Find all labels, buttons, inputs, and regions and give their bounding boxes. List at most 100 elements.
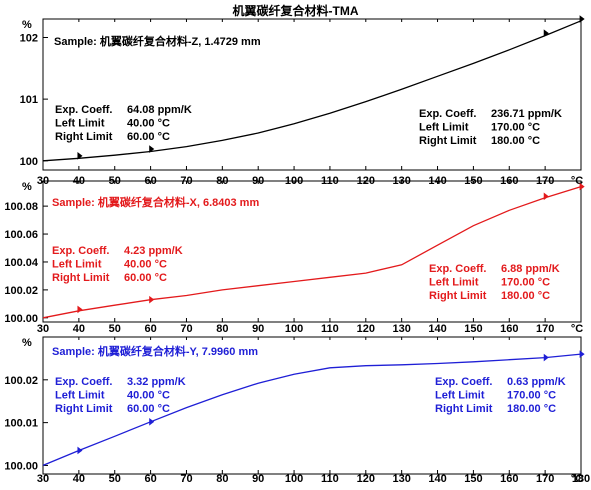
y-tick-label: 101: [20, 94, 38, 106]
annotation-block: Exp. Coeff. 4.23 ppm/K Left Limit 40.00 °C R…: [52, 245, 183, 284]
annotation-key: Left Limit: [55, 118, 105, 130]
annotation-value: 180.00 °C: [501, 290, 550, 302]
annotation-value: 236.71 ppm/K: [491, 108, 562, 120]
x-tick-label: 150: [464, 323, 482, 335]
annotation-key: Right Limit: [55, 131, 113, 143]
limit-marker: [149, 417, 155, 426]
data-line: [42, 20, 582, 162]
annotation-key: Left Limit: [435, 390, 485, 402]
x-tick-label: 170: [536, 473, 554, 485]
x-tick-label: 40: [73, 473, 85, 485]
x-tick-label: 60: [144, 323, 156, 335]
annotation-key: Right Limit: [435, 403, 493, 415]
plot-frame: [42, 18, 582, 171]
annotation-key: Left Limit: [429, 277, 479, 289]
limit-marker: [77, 152, 83, 160]
annotation-value: 170.00 °C: [501, 277, 550, 289]
annotation-value: 170.00 °C: [507, 390, 556, 402]
annotation-key: Left Limit: [52, 259, 102, 271]
y-tick-label: 102: [20, 32, 38, 44]
x-tick-label: 110: [321, 323, 339, 335]
sample-label: Sample: 机翼碳纤复合材料-Y, 7.9960 mm: [52, 344, 258, 358]
annotation-value: 3.32 ppm/K: [127, 376, 186, 388]
data-line: [42, 185, 582, 319]
x-tick-label: °C: [571, 473, 583, 485]
x-tick-label: 100: [285, 323, 303, 335]
annotation-value: 60.00 °C: [127, 131, 170, 143]
y-tick-label: 100.02: [4, 375, 38, 387]
annotation-value: 40.00 °C: [127, 390, 170, 402]
limit-marker: [77, 305, 83, 314]
annotation-value: 180.00 °C: [491, 135, 540, 147]
x-tick-label: 40: [73, 323, 85, 335]
x-tick-label: 90: [252, 323, 264, 335]
y-tick-label: 100.04: [4, 257, 39, 269]
annotation-block: Exp. Coeff. 64.08 ppm/K Left Limit 40.00 °C…: [55, 104, 192, 143]
x-tick-label: 160: [500, 323, 518, 335]
y-tick-label: 100.00: [4, 313, 38, 325]
x-tick-label: 130: [392, 473, 410, 485]
annotation-value: 170.00 °C: [491, 122, 540, 134]
annotation-block: Exp. Coeff. 6.88 ppm/K Left Limit 170.00 °C…: [429, 263, 560, 302]
x-tick-label: 50: [109, 473, 121, 485]
x-tick-label: 130: [392, 323, 410, 335]
annotation-key: Right Limit: [429, 290, 487, 302]
y-tick-label: 100.00: [4, 460, 38, 472]
y-axis-unit: %: [22, 337, 32, 349]
x-tick-label: 50: [109, 323, 121, 335]
annotation-value: 60.00 °C: [124, 272, 167, 284]
limit-marker: [543, 192, 549, 201]
x-tick-label: 80: [216, 473, 228, 485]
y-axis-unit: %: [22, 181, 32, 193]
annotation-block: Exp. Coeff. 236.71 ppm/K Left Limit 170.00 …: [419, 108, 562, 147]
x-tick-label: 120: [357, 323, 375, 335]
limit-marker: [579, 350, 585, 358]
chart-panel-3: % 100.00 100.01 100.02 30 40 50 60 70 80 90 100 110 1…: [4, 336, 590, 485]
annotation-key: Right Limit: [52, 272, 110, 284]
x-tick-label: 150: [464, 473, 482, 485]
plot-frame: [42, 336, 582, 475]
annotation-value: 60.00 °C: [127, 403, 170, 415]
x-tick-label: 160: [500, 473, 518, 485]
x-tick-label: 30: [37, 323, 49, 335]
annotation-key: Exp. Coeff.: [55, 376, 112, 388]
annotation-key: Exp. Coeff.: [52, 245, 109, 257]
annotation-block: Exp. Coeff. 3.32 ppm/K Left Limit 40.00 °C R…: [55, 376, 186, 415]
annotation-key: Right Limit: [419, 135, 477, 147]
sample-label: Sample: 机翼碳纤复合材料-X, 6.8403 mm: [52, 195, 259, 209]
x-tick-label: 110: [321, 473, 339, 485]
limit-marker: [149, 145, 155, 153]
limit-marker: [77, 446, 83, 455]
annotation-value: 40.00 °C: [124, 259, 167, 271]
chart-title: 机翼碳纤复合材料-TMA: [232, 4, 359, 18]
x-tick-label: 70: [180, 473, 192, 485]
annotation-block: Exp. Coeff. 0.63 ppm/K Left Limit 170.00 °C…: [435, 376, 566, 415]
x-tick-label: °C: [571, 323, 583, 335]
annotation-value: 4.23 ppm/K: [124, 245, 183, 257]
limit-marker: [543, 353, 549, 362]
x-tick-label: 70: [180, 323, 192, 335]
annotation-key: Exp. Coeff.: [429, 263, 486, 275]
annotation-value: 0.63 ppm/K: [507, 376, 566, 388]
x-tick-label: 180: [572, 473, 590, 485]
limit-marker: [543, 29, 549, 37]
x-tick-label: 120: [357, 473, 375, 485]
annotation-key: Exp. Coeff.: [55, 104, 112, 116]
y-tick-label: 100.06: [4, 229, 38, 241]
annotation-value: 64.08 ppm/K: [127, 104, 192, 116]
plot-frame: [42, 180, 582, 323]
x-tick-label: 140: [428, 473, 446, 485]
x-tick-label: 170: [536, 323, 554, 335]
chart-panel-2: % 100.00 100.02 100.04 100.06 100.08 30 40 50 60 7…: [4, 180, 585, 335]
annotation-value: 40.00 °C: [127, 118, 170, 130]
annotation-key: Exp. Coeff.: [419, 108, 476, 120]
annotation-value: 6.88 ppm/K: [501, 263, 560, 275]
limit-marker: [149, 295, 155, 304]
x-tick-label: 80: [216, 323, 228, 335]
limit-marker: [579, 182, 585, 191]
limit-marker: [579, 15, 585, 23]
annotation-key: Left Limit: [55, 390, 105, 402]
annotation-key: Right Limit: [55, 403, 113, 415]
